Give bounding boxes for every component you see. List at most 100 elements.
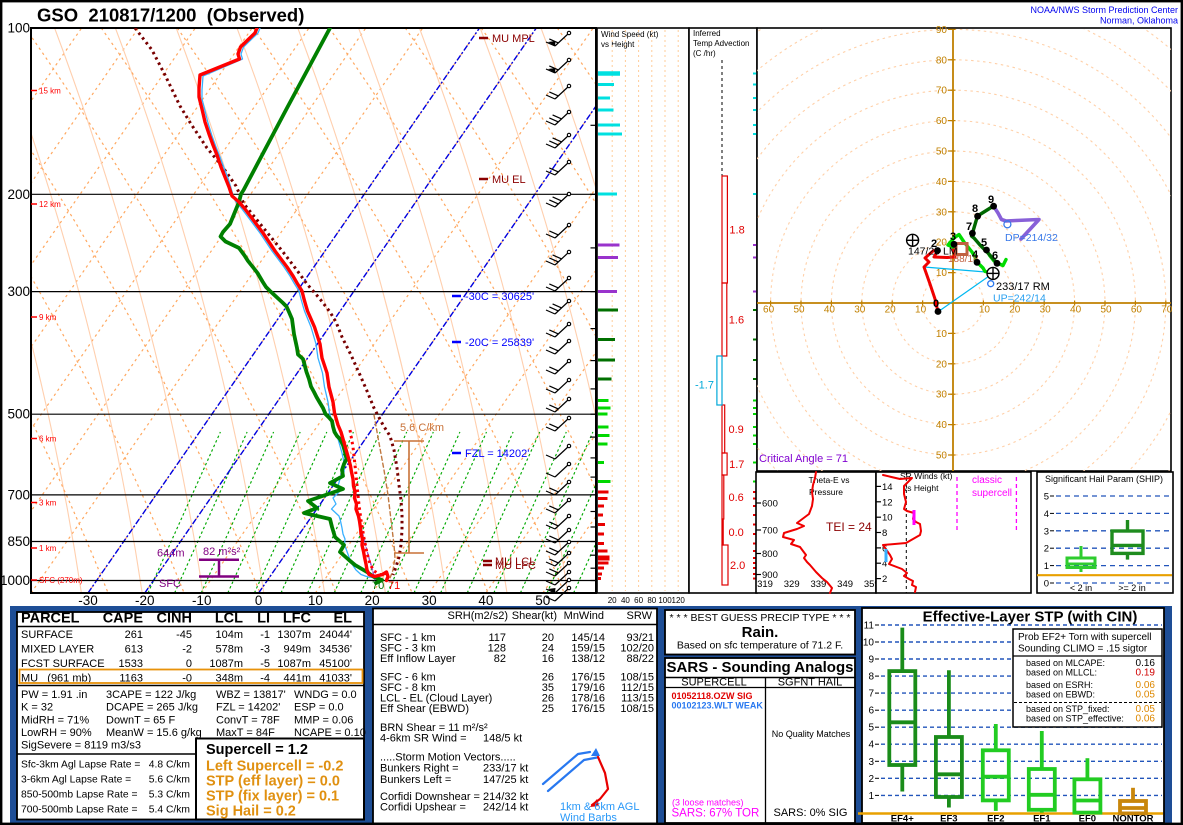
svg-text:214/32 kt: 214/32 kt — [483, 791, 528, 803]
svg-text:10: 10 — [882, 513, 893, 524]
svg-text:50: 50 — [936, 451, 948, 462]
svg-text:SUPERCELL: SUPERCELL — [681, 677, 746, 689]
svg-text:339: 339 — [810, 579, 826, 590]
svg-text:348m: 348m — [215, 673, 243, 685]
svg-text:SURFACE: SURFACE — [21, 629, 73, 641]
svg-text:Temp Advection: Temp Advection — [693, 39, 749, 48]
svg-text:MU EL: MU EL — [492, 174, 526, 186]
svg-text:441m: 441m — [283, 673, 311, 685]
svg-text:71: 71 — [388, 580, 400, 592]
svg-text:0.0: 0.0 — [729, 527, 744, 539]
svg-text:1km & 6km AGL: 1km & 6km AGL — [560, 801, 639, 813]
svg-text:EF1: EF1 — [1033, 814, 1051, 825]
svg-text:-3: -3 — [260, 644, 270, 656]
svg-text:613: 613 — [125, 644, 143, 656]
svg-text:1.6: 1.6 — [729, 315, 744, 327]
svg-text:SARS: 0% SIG: SARS: 0% SIG — [774, 807, 848, 819]
svg-text:1000: 1000 — [0, 573, 30, 588]
svg-text:4: 4 — [882, 559, 887, 570]
svg-text:-20: -20 — [135, 593, 155, 608]
svg-text:SRH(m2/s2): SRH(m2/s2) — [447, 610, 508, 622]
svg-text:WNDG = 0.0: WNDG = 0.0 — [294, 689, 357, 701]
svg-text:1163: 1163 — [119, 673, 143, 685]
svg-text:UP=242/14: UP=242/14 — [993, 293, 1046, 305]
svg-text:Corfidi Downshear =: Corfidi Downshear = — [380, 791, 480, 803]
svg-text:Eff Inflow Layer: Eff Inflow Layer — [380, 653, 456, 665]
svg-text:MaxT = 84F: MaxT = 84F — [216, 727, 275, 739]
svg-text:PW = 1.91 .in: PW = 1.91 .in — [21, 689, 87, 701]
svg-text:108/15: 108/15 — [620, 703, 654, 715]
svg-text:* * * BEST GUESS PRECIP TYPE *: * * * BEST GUESS PRECIP TYPE * * * — [670, 612, 851, 624]
svg-text:40: 40 — [824, 305, 836, 316]
svg-text:4-6km SR Wind =: 4-6km SR Wind = — [380, 733, 467, 745]
svg-text:Theta-E vs: Theta-E vs — [808, 475, 849, 485]
svg-text:based on ESRH:: based on ESRH: — [1026, 680, 1093, 690]
svg-text:0: 0 — [1044, 579, 1049, 590]
svg-text:850: 850 — [7, 534, 30, 549]
svg-text:-4: -4 — [260, 673, 270, 685]
svg-text:128: 128 — [488, 643, 506, 655]
svg-text:949m: 949m — [283, 644, 311, 656]
svg-text:MU LFC: MU LFC — [495, 560, 536, 572]
svg-text:DCAPE = 265 J/kg: DCAPE = 265 J/kg — [106, 702, 198, 714]
svg-text:Rain.: Rain. — [742, 624, 779, 641]
svg-text:70: 70 — [372, 580, 384, 592]
svg-text:-30C = 30625': -30C = 30625' — [465, 291, 534, 303]
svg-text:11: 11 — [864, 621, 875, 632]
svg-text:0: 0 — [255, 593, 263, 608]
svg-text:40: 40 — [936, 177, 948, 188]
svg-text:500: 500 — [7, 407, 30, 422]
svg-text:0.05: 0.05 — [1136, 704, 1156, 715]
svg-text:15 km: 15 km — [39, 87, 61, 96]
svg-text:700: 700 — [762, 526, 778, 537]
svg-text:FZL = 14202': FZL = 14202' — [216, 702, 280, 714]
svg-text:-0: -0 — [182, 673, 192, 685]
svg-text:6 km: 6 km — [39, 435, 57, 444]
svg-text:700: 700 — [7, 487, 30, 502]
svg-text:233/17 kt: 233/17 kt — [483, 763, 528, 775]
svg-text:-45: -45 — [176, 629, 192, 641]
svg-text:ESP = 0.0: ESP = 0.0 — [294, 702, 344, 714]
svg-text:30: 30 — [936, 207, 948, 218]
svg-text:Prob EF2+ Torn with supercell: Prob EF2+ Torn with supercell — [1018, 632, 1152, 643]
svg-text:CINH: CINH — [157, 611, 192, 627]
svg-text:145/14: 145/14 — [571, 632, 605, 644]
svg-text:34536': 34536' — [319, 644, 352, 656]
svg-text:2: 2 — [882, 574, 887, 585]
svg-text:Bunkers Left =: Bunkers Left = — [380, 774, 451, 786]
svg-text:5.6 C/km: 5.6 C/km — [400, 422, 444, 434]
svg-text:supercell: supercell — [972, 488, 1012, 499]
svg-text:5: 5 — [1044, 492, 1049, 503]
svg-text:FCST SURFACE: FCST SURFACE — [21, 658, 105, 670]
svg-text:4.8 C/km: 4.8 C/km — [149, 760, 190, 771]
svg-text:classic: classic — [972, 475, 1002, 486]
svg-text:MnWind: MnWind — [564, 610, 604, 622]
svg-text:Shear(kt): Shear(kt) — [512, 610, 557, 622]
svg-text:7: 7 — [868, 689, 874, 700]
svg-text:NONTOR: NONTOR — [1113, 814, 1154, 825]
svg-text:82: 82 — [494, 653, 506, 665]
svg-text:176/15: 176/15 — [571, 703, 605, 715]
svg-text:20: 20 — [608, 596, 617, 605]
svg-text:based on STP_effective:: based on STP_effective: — [1026, 714, 1124, 724]
svg-text:based on MLLCL:: based on MLLCL: — [1026, 668, 1097, 678]
svg-text:3-6km Agl Lapse Rate =: 3-6km Agl Lapse Rate = — [21, 775, 131, 786]
svg-text:Supercell = 1.2: Supercell = 1.2 — [206, 742, 308, 758]
svg-text:24: 24 — [542, 643, 554, 655]
svg-text:NOAA/NWS Storm Prediction Cent: NOAA/NWS Storm Prediction Center — [1030, 5, 1178, 15]
svg-text:261: 261 — [125, 629, 143, 641]
svg-text:120: 120 — [672, 596, 686, 605]
svg-text:0.06: 0.06 — [1136, 680, 1156, 691]
svg-text:SFC: SFC — [159, 578, 181, 590]
svg-text:-20C = 25839': -20C = 25839' — [465, 337, 534, 349]
svg-text:< 2 in: < 2 in — [1070, 583, 1092, 593]
svg-text:138/12: 138/12 — [571, 653, 605, 665]
svg-text:233/17 RM: 233/17 RM — [996, 281, 1050, 293]
svg-text:MU (961 mb): MU (961 mb) — [21, 673, 91, 685]
svg-text:1.7: 1.7 — [729, 459, 744, 471]
svg-text:SFC (270m): SFC (270m) — [39, 576, 83, 585]
svg-text:2.0: 2.0 — [730, 560, 745, 572]
svg-text:578m: 578m — [215, 644, 243, 656]
svg-text:4: 4 — [868, 740, 874, 751]
svg-text:26: 26 — [542, 693, 554, 705]
